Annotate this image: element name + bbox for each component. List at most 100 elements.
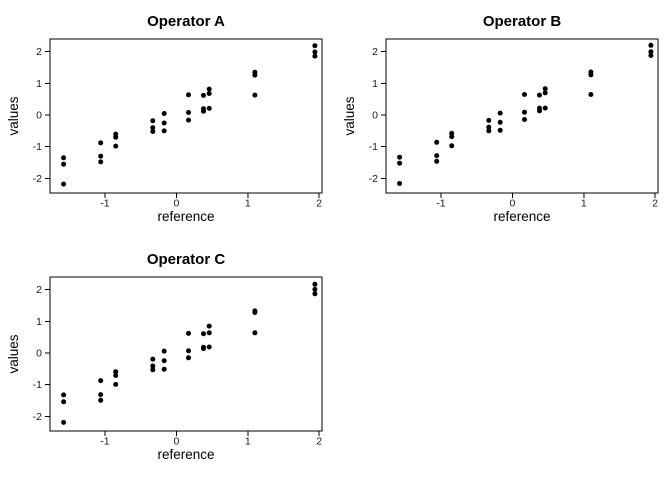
x-axis-label: reference: [493, 209, 551, 224]
data-point: [312, 49, 318, 55]
data-point: [201, 92, 206, 98]
y-axis-label: values: [6, 96, 21, 136]
scatter-plot: -1 0 1 2 -2 -1 0 1 2: [33, 276, 323, 448]
data-point: [252, 72, 258, 78]
x-tick-label: 0: [173, 436, 179, 448]
data-point: [497, 119, 503, 125]
data-point: [113, 381, 119, 387]
data-point: [61, 155, 67, 161]
y-tick-label: -1: [33, 379, 42, 391]
data-point: [186, 330, 191, 336]
data-point: [648, 49, 654, 55]
x-tick-label: -1: [100, 198, 109, 210]
x-tick-label: -1: [436, 198, 445, 210]
data-point: [497, 127, 503, 133]
data-point: [150, 363, 156, 369]
data-point: [161, 128, 167, 134]
data-point: [206, 86, 212, 92]
y-tick-label: 1: [372, 78, 378, 90]
y-tick-label: -2: [369, 173, 378, 185]
data-point: [449, 134, 455, 140]
data-point: [312, 291, 318, 297]
x-tick-label: 0: [509, 198, 515, 210]
data-point: [206, 105, 212, 111]
data-point: [150, 367, 156, 373]
data-point: [98, 140, 104, 146]
data-point: [98, 153, 104, 159]
data-point: [150, 125, 156, 131]
panel-title: Operator C: [146, 251, 226, 268]
data-point: [150, 118, 156, 124]
y-tick-label: 1: [36, 78, 42, 90]
scatter-plot: -1 0 1 2 -2 -1 0 1 2: [33, 38, 323, 210]
y-tick-label: -1: [33, 141, 42, 153]
x-tick-label: 2: [652, 198, 658, 210]
data-point: [98, 392, 104, 398]
data-point: [542, 86, 548, 92]
y-tick-label: 0: [36, 110, 42, 122]
data-point: [522, 92, 527, 97]
data-point: [206, 344, 212, 350]
data-point: [150, 129, 156, 134]
data-point: [252, 330, 258, 336]
data-point: [201, 346, 206, 352]
x-tick-label: 2: [316, 436, 322, 448]
x-tick-label: 1: [581, 198, 587, 210]
data-point: [486, 128, 492, 134]
data-point: [537, 92, 542, 98]
y-tick-label: 0: [36, 348, 42, 360]
data-point: [161, 111, 167, 116]
data-point: [206, 323, 212, 329]
y-tick-label: 2: [36, 46, 42, 58]
data-point: [542, 105, 548, 111]
data-point: [186, 348, 191, 354]
data-point: [537, 108, 542, 114]
panel-operator-a: Operator A -1 0 1 2 -2 -1 0 1 2 reference values: [0, 0, 336, 240]
y-tick-label: -1: [369, 141, 378, 153]
y-axis-label: values: [342, 96, 357, 136]
panel-title: Operator B: [482, 13, 562, 30]
data-point: [206, 330, 212, 336]
data-point: [61, 181, 67, 187]
panel-operator-c: Operator C -1 0 1 2 -2 -1 0 1 2 reference values: [0, 238, 336, 478]
x-tick-label: 2: [316, 198, 322, 210]
data-point: [161, 358, 167, 364]
data-point: [206, 91, 212, 96]
data-point: [98, 159, 104, 165]
data-point: [312, 53, 318, 59]
data-point: [113, 369, 119, 375]
y-tick-label: 0: [372, 110, 378, 122]
data-point: [312, 281, 318, 287]
data-point: [186, 117, 191, 123]
data-point: [542, 90, 548, 96]
data-point: [186, 355, 191, 361]
y-axis-label: values: [6, 334, 21, 374]
data-point: [61, 399, 67, 405]
scatter-plot: -1 0 1 2 -2 -1 0 1 2: [369, 38, 659, 210]
data-point: [497, 110, 503, 116]
data-point: [449, 143, 455, 149]
data-point: [161, 348, 167, 354]
panel-operator-b: Operator B -1 0 1 2 -2 -1 0 1 2 reference values: [336, 0, 672, 240]
data-point: [113, 373, 119, 378]
data-point: [186, 92, 191, 98]
y-tick-label: 1: [36, 316, 42, 328]
data-point: [312, 43, 318, 49]
data-point: [161, 120, 167, 126]
data-point: [486, 117, 492, 123]
data-point: [648, 53, 654, 58]
data-point: [113, 143, 119, 149]
data-point: [252, 92, 258, 98]
data-point: [98, 378, 104, 384]
y-tick-label: -2: [33, 411, 42, 423]
data-point: [397, 154, 403, 160]
data-point: [434, 158, 440, 164]
data-point: [201, 108, 206, 114]
panel-title: Operator A: [147, 13, 225, 30]
data-point: [588, 92, 594, 97]
data-point: [186, 110, 191, 115]
data-point: [201, 331, 206, 337]
data-point: [434, 153, 440, 159]
x-tick-label: -1: [100, 436, 109, 448]
